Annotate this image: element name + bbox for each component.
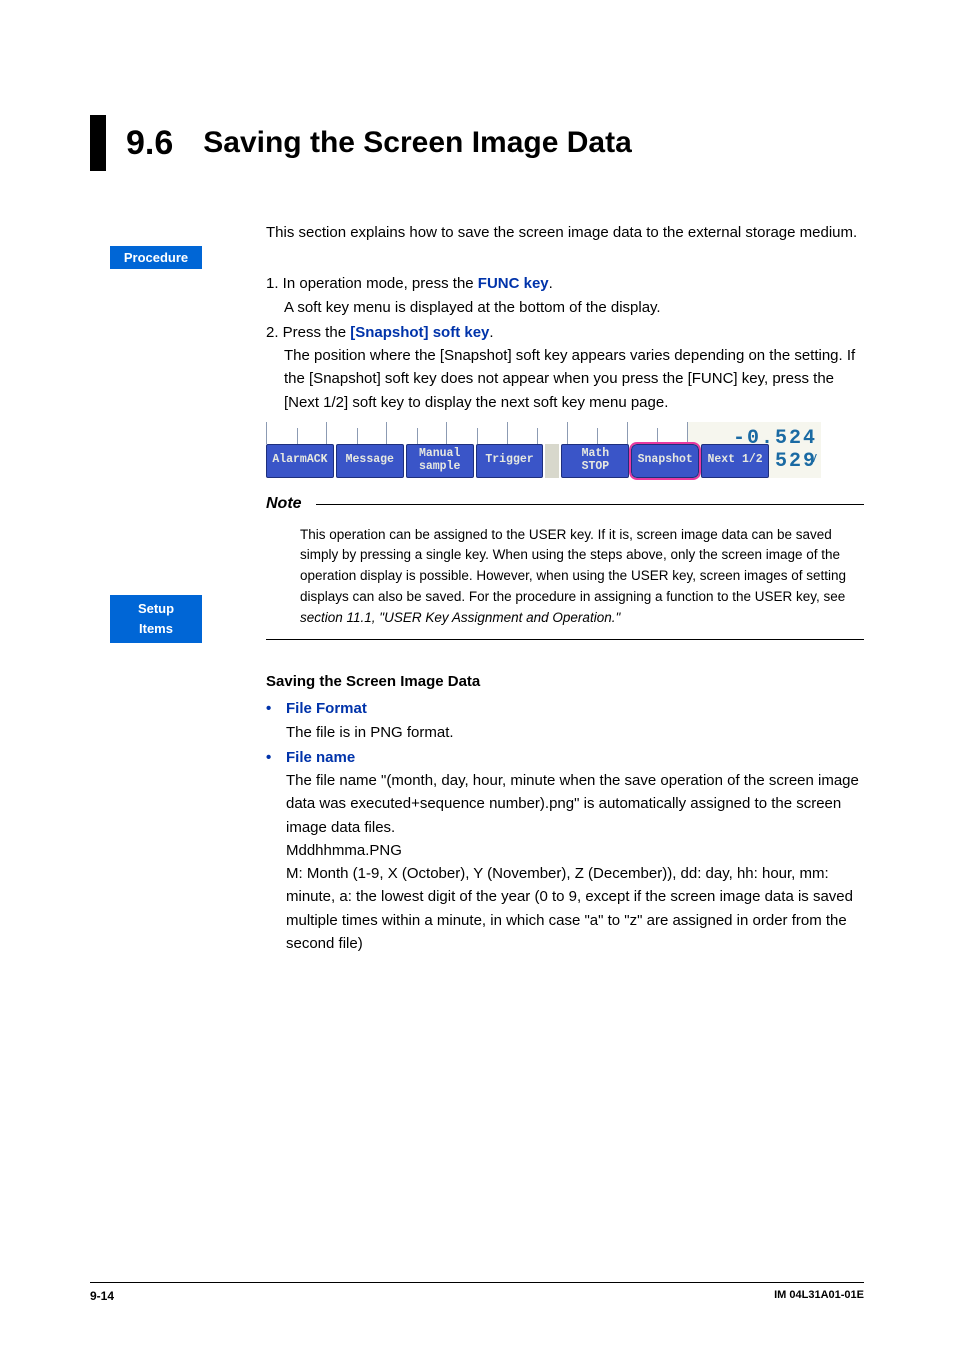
softkey-row: AlarmACK Message Manualsample Trigger Ma… bbox=[266, 444, 771, 478]
file-format-body: The file is in PNG format. bbox=[266, 721, 864, 744]
note-rule-bottom bbox=[266, 639, 864, 640]
bullet-file-name: • File name bbox=[266, 746, 864, 769]
heading-bar bbox=[90, 115, 106, 171]
softkey-trigger[interactable]: Trigger bbox=[476, 444, 544, 478]
step2-suffix: . bbox=[489, 324, 493, 341]
step2-sub: The position where the [Snapshot] soft k… bbox=[266, 344, 864, 414]
setup-heading: Saving the Screen Image Data bbox=[266, 670, 864, 693]
snapshot-key-text: [Snapshot] soft key bbox=[350, 324, 489, 341]
step1-suffix: . bbox=[549, 275, 553, 292]
ticks-strip bbox=[266, 422, 688, 444]
softkey-alarmack[interactable]: AlarmACK bbox=[266, 444, 334, 478]
section-heading: 9.6 Saving the Screen Image Data bbox=[90, 115, 864, 171]
file-name-body1: The file name "(month, day, hour, minute… bbox=[266, 769, 864, 839]
softkey-next[interactable]: Next 1/2 bbox=[701, 444, 769, 478]
intro-text: This section explains how to save the sc… bbox=[266, 221, 864, 244]
note-label: Note bbox=[266, 492, 302, 517]
step1-sub: A soft key menu is displayed at the bott… bbox=[266, 296, 864, 319]
note-body-main: This operation can be assigned to the US… bbox=[300, 527, 846, 605]
note-rule-top bbox=[316, 504, 864, 505]
file-name-body2: Mddhhmma.PNG bbox=[266, 839, 864, 862]
section-title: Saving the Screen Image Data bbox=[203, 126, 632, 160]
page-number: 9-14 bbox=[90, 1289, 114, 1303]
step1-prefix: 1. In operation mode, press the bbox=[266, 275, 478, 292]
file-name-title: File name bbox=[286, 746, 355, 769]
step-1: 1. In operation mode, press the FUNC key… bbox=[266, 272, 864, 319]
procedure-label: Procedure bbox=[110, 246, 202, 269]
note-block: Note This operation can be assigned to t… bbox=[266, 492, 864, 640]
softkey-screenshot: -0.524 V -0.529 AlarmACK Message Manuals… bbox=[266, 422, 821, 478]
bullet-file-format: • File Format bbox=[266, 697, 864, 720]
file-name-body3: M: Month (1-9, X (October), Y (November)… bbox=[266, 862, 864, 955]
bullet-dot-icon: • bbox=[266, 746, 286, 769]
file-format-title: File Format bbox=[286, 697, 367, 720]
func-key-text: FUNC key bbox=[478, 275, 549, 292]
softkey-math-stop[interactable]: MathSTOP bbox=[561, 444, 629, 478]
step-2: 2. Press the [Snapshot] soft key. The po… bbox=[266, 321, 864, 414]
setup-items-label: Setup Items bbox=[110, 595, 202, 643]
softkey-snapshot[interactable]: Snapshot bbox=[631, 444, 699, 478]
procedure-steps: 1. In operation mode, press the FUNC key… bbox=[266, 272, 864, 414]
softkey-message[interactable]: Message bbox=[336, 444, 404, 478]
softkey-manual-sample[interactable]: Manualsample bbox=[406, 444, 474, 478]
section-number: 9.6 bbox=[126, 124, 173, 163]
doc-id: IM 04L31A01-01E bbox=[774, 1289, 864, 1303]
bullet-dot-icon: • bbox=[266, 697, 286, 720]
note-body-ital: section 11.1, "USER Key Assignment and O… bbox=[300, 610, 620, 625]
softkey-gap bbox=[545, 444, 559, 478]
note-body: This operation can be assigned to the US… bbox=[266, 525, 864, 630]
page-footer: 9-14 IM 04L31A01-01E bbox=[90, 1282, 864, 1303]
step2-prefix: 2. Press the bbox=[266, 324, 350, 341]
